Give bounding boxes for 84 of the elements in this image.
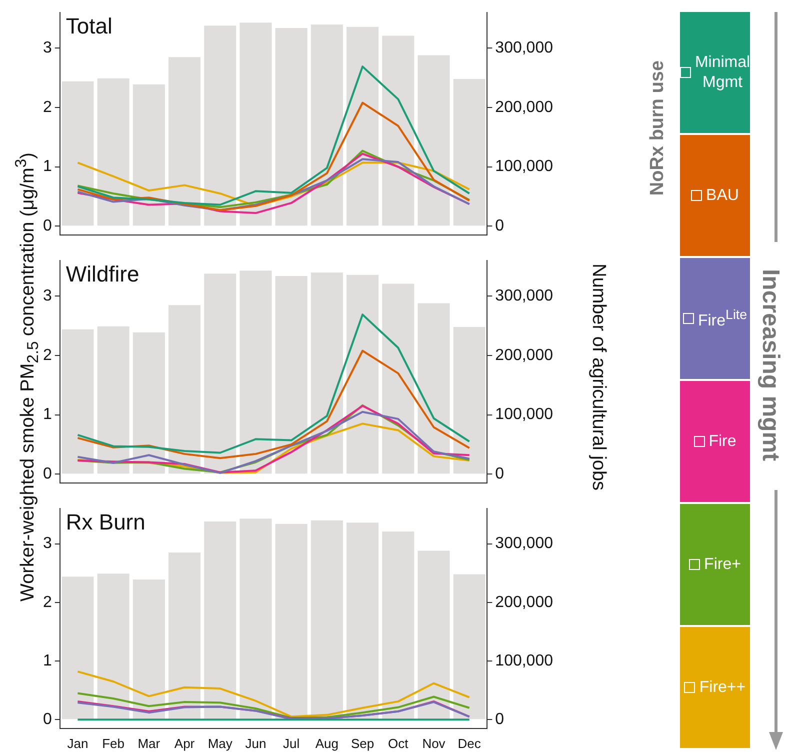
bar — [310, 272, 343, 474]
bar — [62, 576, 94, 720]
y2-tick-label: 300,000 — [495, 535, 554, 552]
bar — [62, 81, 94, 226]
x-tick-label: Apr — [174, 736, 196, 751]
y2-tick-label: 0 — [495, 711, 504, 728]
chart-title: Total — [66, 14, 112, 39]
bar — [453, 327, 486, 474]
x-tick-label: Jul — [283, 736, 300, 751]
bar — [310, 520, 343, 720]
text: Increasing mgmt — [756, 268, 784, 462]
bar — [97, 326, 130, 474]
text: NoRx burn use — [647, 60, 669, 196]
x-tick-label: Feb — [102, 736, 125, 751]
y-tick-label: 3 — [42, 288, 52, 305]
y-tick-label: 3 — [42, 40, 52, 57]
bar — [204, 274, 236, 474]
bar — [346, 522, 379, 720]
y2-tick-label: 100,000 — [495, 158, 554, 176]
x-tick-label: Jan — [67, 736, 88, 751]
bar — [132, 580, 165, 720]
x-tick-label: May — [208, 736, 233, 751]
bar — [453, 79, 486, 226]
bar — [240, 270, 272, 474]
bar — [275, 276, 308, 474]
legend-label: Fire — [708, 432, 736, 452]
bar — [62, 329, 94, 474]
bar — [132, 332, 165, 474]
legend-label: Fire+ — [704, 554, 741, 574]
y2-tick-label: 100,000 — [495, 406, 554, 424]
bar — [418, 55, 450, 226]
chart-title: Wildfire — [66, 262, 140, 287]
x-tick-label: Jun — [245, 736, 266, 751]
bar — [310, 24, 343, 226]
y2-tick-label: 200,000 — [495, 346, 554, 364]
bar — [382, 284, 414, 474]
y-tick-label: 2 — [42, 98, 52, 116]
y2-tick-label: 200,000 — [495, 98, 554, 116]
y2-tick-label: 300,000 — [495, 288, 554, 305]
bar — [240, 22, 272, 226]
bar — [168, 305, 201, 474]
bar — [97, 574, 130, 720]
bar — [97, 78, 130, 226]
y2-axis-title: Number of agricultural jobs — [587, 263, 609, 491]
chart-title: Rx Burn — [66, 510, 146, 535]
bar — [418, 303, 450, 474]
y-tick-label: 3 — [42, 535, 52, 552]
bar — [275, 28, 308, 226]
x-tick-label: Dec — [458, 736, 482, 751]
bar — [168, 552, 201, 720]
bar — [204, 521, 236, 720]
bar — [382, 531, 414, 720]
bar — [204, 26, 236, 226]
y-tick-label: 0 — [42, 711, 52, 728]
x-tick-label: Mar — [138, 736, 161, 751]
y2-tick-label: 0 — [495, 466, 504, 483]
bar — [240, 518, 272, 720]
y2-tick-label: 0 — [495, 218, 504, 235]
legend-label: Fire++ — [699, 678, 746, 698]
y-tick-label: 0 — [42, 218, 52, 235]
x-tick-label: Oct — [388, 736, 409, 751]
y2-tick-label: 300,000 — [495, 40, 554, 57]
y-tick-label: 1 — [42, 158, 52, 176]
y2-tick-label: 200,000 — [495, 594, 554, 611]
legend-label: Fire$^{Lite}$ — [698, 306, 748, 330]
y-tick-label: 2 — [42, 594, 52, 611]
bar — [453, 574, 486, 720]
x-tick-label: Sep — [350, 736, 374, 751]
bar — [382, 36, 414, 226]
legend-label: BAU — [706, 186, 739, 206]
y-tick-label: 2 — [42, 346, 52, 364]
bar — [346, 274, 379, 474]
bar — [132, 84, 165, 226]
x-tick-label: Aug — [315, 736, 339, 751]
bar — [168, 57, 201, 226]
x-tick-label: Nov — [422, 736, 446, 751]
bar — [275, 524, 308, 720]
bar — [346, 26, 379, 226]
bar — [418, 550, 450, 720]
y-tick-label: 1 — [42, 652, 52, 670]
y-tick-label: 0 — [42, 466, 52, 483]
y-tick-label: 1 — [42, 406, 52, 424]
y2-tick-label: 100,000 — [495, 652, 554, 670]
legend-label: Minimal Mgmt — [694, 53, 750, 92]
